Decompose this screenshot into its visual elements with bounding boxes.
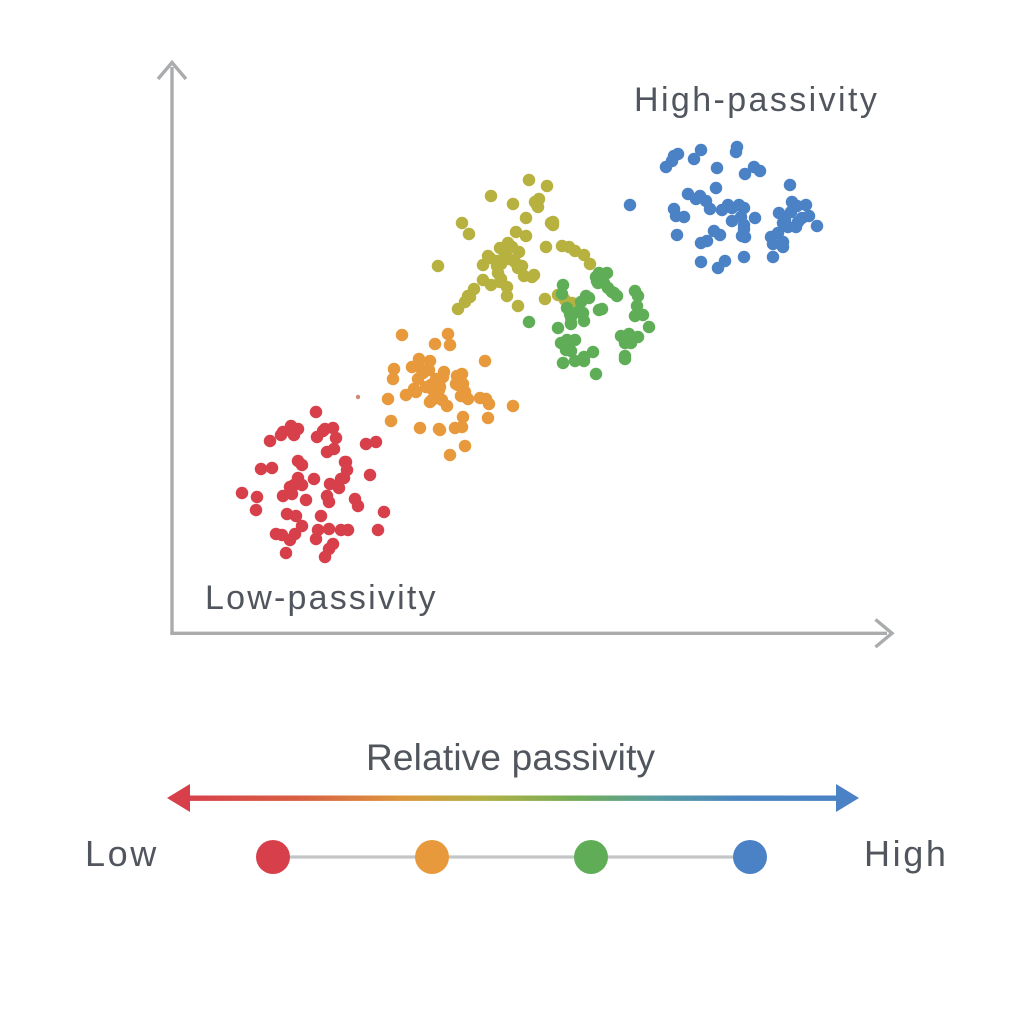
svg-text:High-passivity: High-passivity: [634, 81, 879, 119]
svg-text:Low: Low: [85, 833, 159, 874]
svg-text:Relative passivity: Relative passivity: [366, 737, 656, 778]
svg-text:Low-passivity: Low-passivity: [205, 579, 438, 617]
svg-text:High: High: [864, 833, 948, 874]
